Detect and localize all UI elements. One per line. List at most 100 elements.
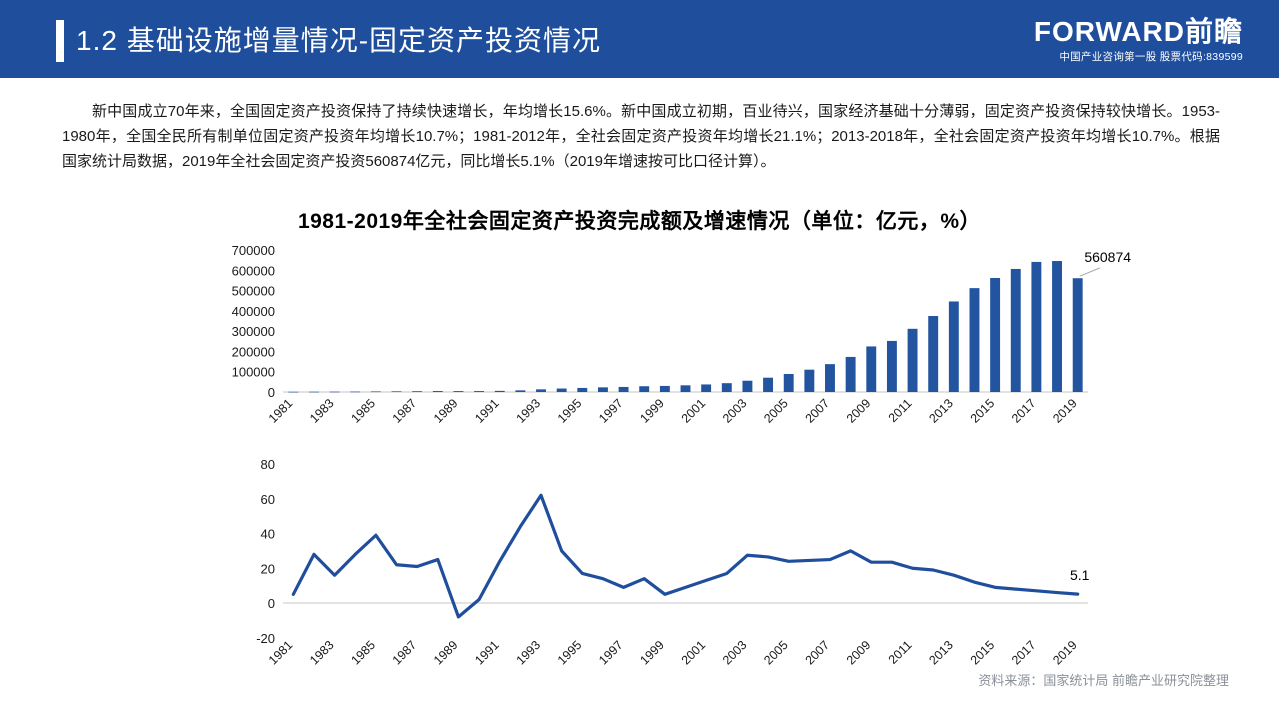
bar <box>350 391 361 393</box>
line-x-tick-label: 1983 <box>307 638 337 668</box>
line-x-tick-label: 2017 <box>1009 638 1039 668</box>
brand-logo: FORWARD前瞻 中国产业咨询第一股 股票代码:839599 <box>1034 16 1243 64</box>
bar-y-tick-label: 100000 <box>232 365 275 380</box>
bar-x-tick-label: 2001 <box>679 396 709 426</box>
bar <box>886 340 897 392</box>
page-title: 1.2 基础设施增量情况-固定资产投资情况 <box>76 25 602 56</box>
line-data-label: 5.1 <box>1070 567 1090 583</box>
line-x-tick-label: 2019 <box>1050 638 1080 668</box>
bar-y-tick-label: 500000 <box>232 284 275 299</box>
bar <box>391 391 402 392</box>
bar <box>907 328 918 392</box>
bar <box>556 388 567 392</box>
bar <box>453 391 464 392</box>
line-x-tick-label: 1995 <box>555 638 585 668</box>
bar <box>309 391 319 393</box>
bar-x-tick-label: 2007 <box>803 396 833 426</box>
bar-x-tick-label: 2015 <box>968 396 998 426</box>
bar <box>948 301 959 392</box>
bar <box>412 391 423 392</box>
bar-y-tick-label: 600000 <box>232 263 275 278</box>
line-x-tick-label: 1993 <box>514 638 544 668</box>
logo-wordmark: FORWARD前瞻 <box>1033 16 1243 47</box>
line-x-tick-label: 1985 <box>348 638 378 668</box>
bar-y-tick-label: 0 <box>268 385 275 400</box>
line-x-tick-label: 2011 <box>886 638 915 667</box>
line-x-tick-label: 1997 <box>596 638 626 668</box>
bar <box>701 384 712 392</box>
line-chart: -20 0 20 40 60 80 1981 1983 1985 1987 1989 1991 1993… <box>256 457 1089 668</box>
bar <box>825 364 835 392</box>
bar-label-leader-line <box>1079 267 1100 277</box>
bar-x-tick-label: 1989 <box>431 396 461 426</box>
bar-x-tick-label: 1993 <box>514 396 544 426</box>
bar <box>1010 268 1021 392</box>
line-x-tick-label: 1987 <box>390 638 420 668</box>
bar-x-tick-label: 2003 <box>720 396 750 426</box>
bar <box>515 390 526 392</box>
line-x-tick-label: 2001 <box>679 638 709 668</box>
intro-paragraph: 新中国成立70年来，全国固定资产投资保持了持续快速增长，年均增长15.6%。新中… <box>62 103 1220 170</box>
bar <box>845 356 856 392</box>
bar-x-tick-label: 1981 <box>266 396 296 426</box>
line-x-tick-label: 1989 <box>431 638 461 668</box>
line-x-tick-label: 1981 <box>266 638 296 668</box>
bar <box>536 389 546 392</box>
logo-tagline: 中国产业咨询第一股 股票代码:839599 <box>1059 51 1243 63</box>
bar-y-tick-label: 200000 <box>232 344 275 359</box>
bar <box>804 369 815 392</box>
line-y-tick-label: 0 <box>268 596 275 611</box>
line-x-tick-label: 2005 <box>761 638 791 668</box>
line-x-tick-label: 1991 <box>472 638 502 668</box>
bar <box>577 387 588 392</box>
bar <box>370 391 381 393</box>
bar <box>990 277 1001 392</box>
bar <box>680 385 691 392</box>
bar-x-tick-label: 2005 <box>761 396 791 426</box>
bar-chart: 0 100000 200000 300000 400000 500000 600000 700… <box>232 243 1132 426</box>
line-y-tick-label: -20 <box>256 631 275 646</box>
bar <box>928 315 939 392</box>
line-x-tick-label: 1999 <box>637 638 667 668</box>
bar <box>329 391 340 393</box>
line-y-tick-label: 40 <box>261 527 275 542</box>
bar-x-tick-label: 1987 <box>390 396 420 426</box>
bar-x-tick-label: 1985 <box>348 396 378 426</box>
bar-x-tick-label: 2013 <box>926 396 956 426</box>
line-x-tick-label: 2013 <box>926 638 956 668</box>
line-y-tick-label: 20 <box>261 561 275 576</box>
source-note: 资料来源：国家统计局 前瞻产业研究院整理 <box>978 673 1229 688</box>
bar-data-label: 560874 <box>1084 249 1131 265</box>
bar-x-tick-label: 1999 <box>637 396 667 426</box>
growth-rate-line <box>291 493 1080 619</box>
bar-x-tick-label: 1995 <box>555 396 585 426</box>
line-y-tick-label: 60 <box>261 492 275 507</box>
page-header: 1.2 基础设施增量情况-固定资产投资情况 FORWARD前瞻 中国产业咨询第一… <box>0 0 1279 78</box>
bar <box>1052 261 1062 392</box>
bar-x-tick-label: 1997 <box>596 396 626 426</box>
bar <box>288 391 299 393</box>
bar <box>639 386 650 392</box>
line-x-tick-label: 2009 <box>844 638 874 668</box>
line-y-tick-label: 80 <box>261 457 275 472</box>
bar <box>494 390 505 392</box>
bar-x-tick-label: 2017 <box>1009 396 1039 426</box>
bar-y-tick-label: 700000 <box>232 243 275 258</box>
bar <box>969 288 980 392</box>
bar <box>742 380 753 392</box>
line-x-tick-label: 2003 <box>720 638 750 668</box>
line-x-tick-label: 2007 <box>803 638 833 668</box>
bar <box>659 385 670 392</box>
bar <box>597 387 608 392</box>
line-x-tick-label: 2015 <box>968 638 998 668</box>
bar <box>783 373 794 392</box>
bar <box>1072 278 1083 392</box>
bar <box>474 391 485 392</box>
bar-x-tick-label: 1991 <box>472 396 502 426</box>
bar-x-tick-label: 1983 <box>307 396 337 426</box>
bar-x-tick-label: 2009 <box>844 396 874 426</box>
bar <box>866 346 877 392</box>
bar <box>763 377 774 392</box>
bar-y-tick-label: 400000 <box>232 304 275 319</box>
bar <box>721 383 732 392</box>
